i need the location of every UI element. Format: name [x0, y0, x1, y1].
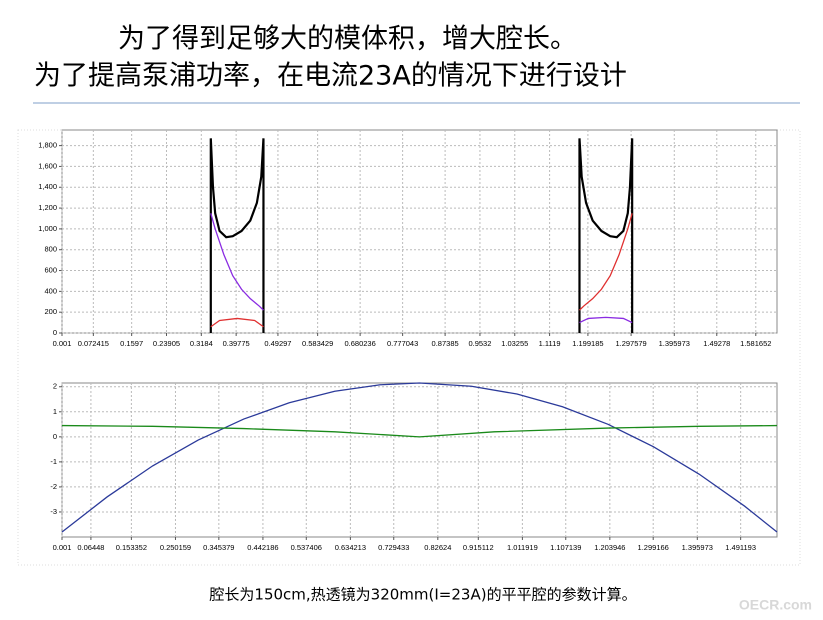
x-tick-label: 0.915112 [463, 543, 494, 552]
x-tick-label: 1.581652 [740, 339, 771, 348]
x-tick-label: 0.001 [53, 339, 72, 348]
y-tick-label: 1,000 [38, 224, 57, 233]
x-tick-label: 0.82624 [424, 543, 451, 552]
x-tick-label: 1.395973 [659, 339, 690, 348]
y-tick-label: 1 [53, 407, 57, 416]
title-line-2: 为了提高泵浦功率，在电流23A的情况下进行设计 [34, 61, 627, 92]
watermark: OECR.com [739, 597, 812, 613]
x-tick-label: 0.87385 [432, 339, 459, 348]
series-line [210, 213, 264, 311]
y-tick-label: 1,600 [38, 161, 57, 170]
y-tick-label: 400 [44, 286, 57, 295]
series-line [210, 317, 264, 328]
x-tick-label: 1.297579 [615, 339, 646, 348]
series-line [578, 138, 634, 333]
x-tick-label: 0.442186 [247, 543, 278, 552]
series-line [579, 213, 633, 311]
x-tick-label: 1.011919 [507, 543, 538, 552]
x-tick-label: 0.072415 [78, 339, 109, 348]
x-tick-label: 0.3184 [190, 339, 213, 348]
y-tick-label: 2 [53, 382, 57, 391]
x-tick-label: 0.153352 [116, 543, 147, 552]
y-tick-label: -3 [50, 507, 57, 516]
series-line [579, 316, 633, 324]
x-tick-label: 0.1597 [120, 339, 143, 348]
plot-area [61, 382, 778, 538]
y-tick-label: 0 [53, 328, 57, 337]
x-tick-label: 0.583429 [302, 339, 333, 348]
y-tick-label: 0 [53, 432, 57, 441]
x-tick-label: 0.23905 [153, 339, 180, 348]
y-tick-label: 1,200 [38, 203, 57, 212]
x-tick-label: 0.06448 [77, 543, 104, 552]
caption: 腔长为150cm,热透镜为320mm(I=23A)的平平腔的参数计算。 [209, 586, 636, 604]
y-tick-label: 800 [44, 245, 57, 254]
x-tick-label: 0.39775 [223, 339, 250, 348]
x-tick-label: 1.03255 [501, 339, 528, 348]
x-tick-label: 1.1119 [539, 339, 561, 348]
x-tick-label: 1.203946 [594, 543, 625, 552]
series-line [209, 138, 265, 333]
x-tick-label: 0.777043 [387, 339, 418, 348]
x-tick-label: 0.345379 [203, 543, 234, 552]
x-tick-label: 0.680236 [344, 339, 375, 348]
x-tick-label: 0.001 [53, 543, 72, 552]
x-tick-label: 1.491193 [725, 543, 756, 552]
y-tick-label: 600 [44, 266, 57, 275]
plot-area [61, 129, 778, 334]
x-tick-label: 0.729433 [378, 543, 409, 552]
y-tick-label: 1,800 [38, 141, 57, 150]
x-tick-label: 1.107139 [550, 543, 581, 552]
y-tick-label: -2 [50, 482, 57, 491]
y-tick-label: 1,400 [38, 182, 57, 191]
x-tick-label: 1.395973 [682, 543, 713, 552]
x-tick-label: 0.49297 [264, 339, 291, 348]
x-tick-label: 1.199185 [572, 339, 603, 348]
series-line [61, 424, 778, 438]
title-line-1: 为了得到足够大的模体积，增大腔长。 [118, 24, 577, 55]
x-tick-label: 0.9532 [468, 339, 491, 348]
x-tick-label: 0.250159 [160, 543, 191, 552]
x-tick-label: 0.634213 [335, 543, 366, 552]
y-tick-label: -1 [50, 457, 57, 466]
x-tick-label: 1.299166 [638, 543, 669, 552]
x-tick-label: 0.537406 [291, 543, 322, 552]
y-tick-label: 200 [44, 307, 57, 316]
series-line [61, 382, 778, 533]
x-tick-label: 1.49278 [703, 339, 730, 348]
